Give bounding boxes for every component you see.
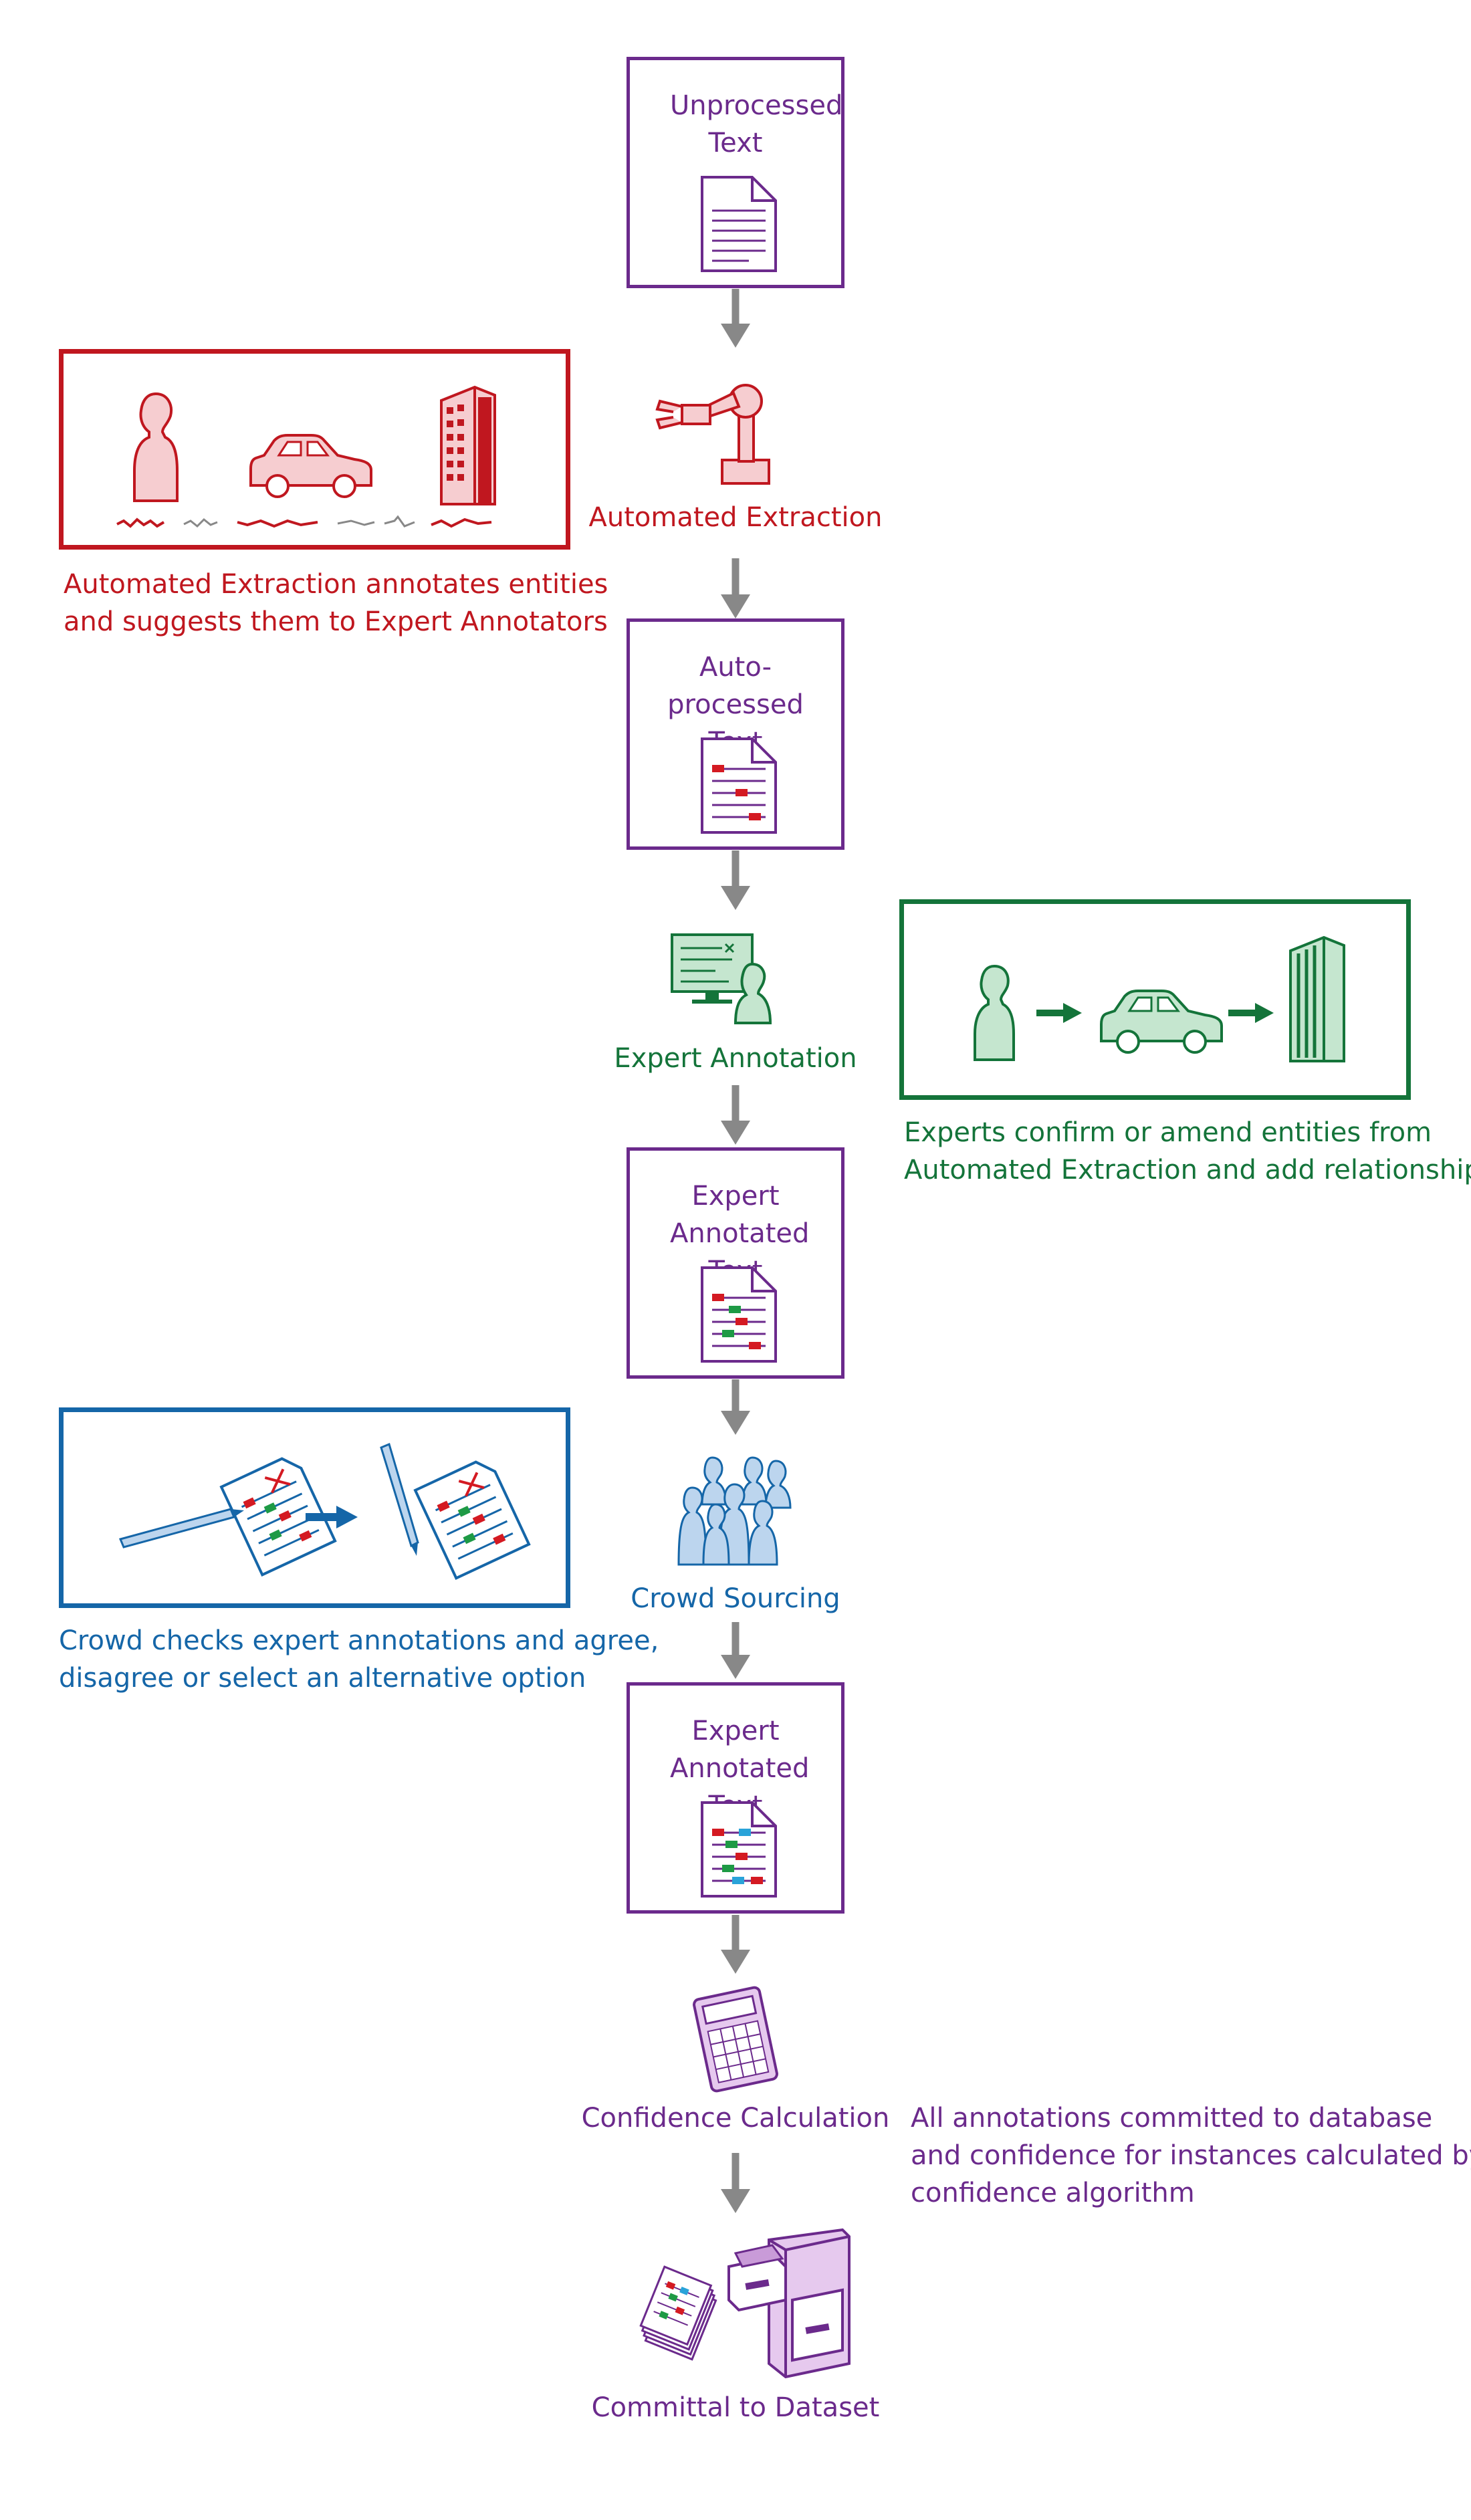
crowd-sourcing-note-line-2: disagree or select an alternative option [59, 1663, 586, 1694]
arrow-right-icon [1036, 1003, 1082, 1023]
expert-annotated-text-box-1: Expert Annotated Text [627, 1147, 844, 1379]
arrow-6-head [721, 1655, 750, 1679]
crowd-sourcing-label: Crowd Sourcing [631, 1583, 840, 1614]
arrow-4-head [721, 1121, 750, 1145]
calculator-icon [693, 1986, 778, 2093]
pen-icon [118, 1457, 337, 1577]
crowd-icon [677, 1456, 792, 1566]
automated-extraction-note-line-2: and suggests them to Expert Annotators [64, 606, 608, 637]
filing-cabinet-icon [727, 2228, 851, 2379]
person-icon [974, 964, 1015, 1061]
expert-at-screen-icon [671, 933, 772, 1024]
expert-annotation-note-line-1: Experts confirm or amend entities from [904, 1117, 1432, 1148]
expert-annotation-panel [899, 899, 1411, 1100]
document-icon [701, 176, 777, 272]
confidence-calculation-note-line-2: and confidence for instances calculated … [911, 2140, 1471, 2171]
confidence-calculation-note-line-3: confidence algorithm [911, 2178, 1195, 2208]
expert-annotated-text-box-2: Expert Annotated Text [627, 1682, 844, 1914]
annotated-document-icon [701, 1801, 777, 1898]
automated-extraction-panel [59, 349, 570, 550]
arrow-7-head [721, 1950, 750, 1974]
unprocessed-text-box: Unprocessed Text [627, 57, 844, 288]
crowd-sourcing-note-line-1: Crowd checks expert annotations and agre… [59, 1625, 659, 1656]
pen-icon [380, 1442, 531, 1580]
confidence-calculation-note-line-1: All annotations committed to database [911, 2103, 1433, 2134]
person-icon [133, 392, 179, 502]
arrow-1-head [721, 324, 750, 348]
arrow-3-head [721, 886, 750, 910]
expert-annotation-label: Expert Annotation [614, 1043, 857, 1074]
unprocessed-text-label: Unprocessed Text [670, 90, 843, 158]
arrow-2-head [721, 594, 750, 618]
automated-extraction-note-line-1: Automated Extraction annotates entities [64, 569, 608, 600]
robot-arm-icon [655, 384, 770, 485]
car-icon [1100, 990, 1223, 1054]
scribble-text-icon [116, 515, 492, 528]
annotated-document-icon [701, 737, 777, 834]
crowd-sourcing-panel [59, 1407, 570, 1608]
committal-to-dataset-label: Committal to Dataset [591, 2392, 880, 2423]
auto-processed-text-box: Auto-processed Text [627, 618, 844, 850]
confidence-calculation-label: Confidence Calculation [581, 2103, 890, 2134]
arrow-right-icon [1228, 1003, 1274, 1023]
arrow-5-head [721, 1411, 750, 1435]
arrow-8-head [721, 2189, 750, 2213]
expert-annotation-note-line-2: Automated Extraction and add relationshi… [904, 1155, 1471, 1185]
car-icon [249, 434, 372, 498]
building-icon [1289, 935, 1345, 1062]
arrow-right-icon [306, 1506, 358, 1528]
building-icon [440, 385, 496, 505]
document-stack-icon [639, 2265, 717, 2361]
automated-extraction-label: Automated Extraction [588, 502, 883, 533]
annotated-document-icon [701, 1266, 777, 1363]
